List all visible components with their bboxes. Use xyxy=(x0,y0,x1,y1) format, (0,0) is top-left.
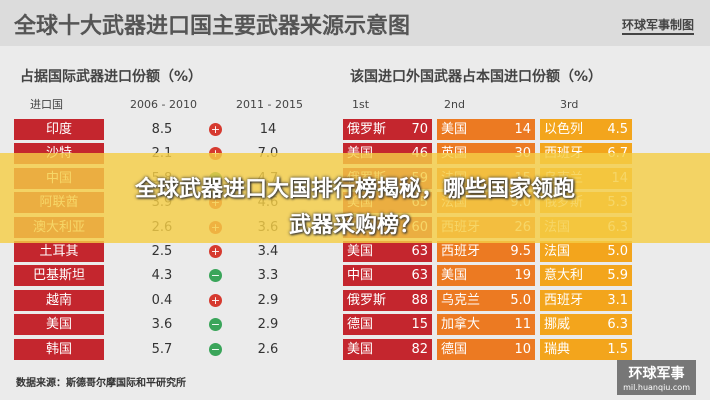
supplier: 西班牙 xyxy=(544,292,584,308)
supplier-cell xyxy=(343,338,432,360)
share: 63 xyxy=(411,268,428,284)
title: 全球十大武器进口国主要武器来源示意图 xyxy=(14,14,411,39)
supplier: 西班牙 xyxy=(441,244,481,259)
trend: + xyxy=(209,293,222,307)
value: 2.9 xyxy=(257,317,279,333)
column-header: 进口国 xyxy=(30,98,63,111)
share: 9.5 xyxy=(510,244,531,259)
value: 2.9 xyxy=(257,292,279,308)
column-header: 3rd xyxy=(560,98,579,111)
value: 2.5 xyxy=(151,244,173,259)
supplier-cell xyxy=(437,119,535,140)
column-header: 2011 - 2015 xyxy=(236,98,303,111)
value: 4.3 xyxy=(151,268,173,284)
url: mil.huanqiu.com xyxy=(623,383,690,392)
column-header: 2nd xyxy=(444,98,465,111)
overlay-line: 武器采购榜？ xyxy=(288,213,421,238)
country: 土耳其 xyxy=(14,241,104,262)
supplier: 德国 xyxy=(347,317,374,333)
supplier-cell xyxy=(540,241,632,262)
share: 19 xyxy=(514,268,531,284)
share: 5.9 xyxy=(607,268,628,284)
column-header: 2006 - 2010 xyxy=(130,98,197,111)
supplier-cell xyxy=(540,338,632,360)
share: 70 xyxy=(411,122,428,137)
value: 5.7 xyxy=(151,341,173,357)
supplier: 瑞典 xyxy=(544,341,571,357)
supplier-cell xyxy=(343,314,432,336)
share: 15 xyxy=(411,317,428,333)
trend: − xyxy=(209,342,222,356)
trend: + xyxy=(209,123,222,136)
country: 印度 xyxy=(14,119,104,140)
supplier: 德国 xyxy=(441,341,468,357)
supplier-cell xyxy=(343,265,432,287)
overlay-line: 全球武器进口大国排行榜揭秘，哪些国家领跑 xyxy=(134,177,575,202)
watermark: 环球军事 mil.huanqiu.com xyxy=(617,360,696,395)
supplier-cell xyxy=(540,265,632,287)
section-title: 该国进口外国武器占本国进口份额（%） xyxy=(350,69,603,85)
share: 63 xyxy=(411,244,428,259)
supplier: 美国 xyxy=(441,268,468,284)
trend: + xyxy=(209,245,222,258)
country: 韩国 xyxy=(14,338,104,360)
share: 1.5 xyxy=(607,341,628,357)
supplier: 中国 xyxy=(347,268,374,284)
value: 8.5 xyxy=(151,122,173,137)
value: 3.6 xyxy=(151,317,173,333)
share: 5.0 xyxy=(510,292,531,308)
supplier-cell xyxy=(343,289,432,311)
supplier-cell xyxy=(437,265,535,287)
trend: − xyxy=(209,269,222,283)
section-title: 占据国际武器进口份额（%） xyxy=(20,69,203,85)
supplier-cell xyxy=(540,314,632,336)
share: 6.3 xyxy=(607,317,628,333)
supplier-cell xyxy=(343,119,432,140)
supplier: 法国 xyxy=(544,244,571,259)
value: 3.4 xyxy=(257,244,279,259)
supplier: 俄罗斯 xyxy=(347,292,387,308)
supplier: 挪威 xyxy=(544,317,571,333)
supplier: 美国 xyxy=(347,244,374,259)
source: 数据来源：斯德哥尔摩国际和平研究所 xyxy=(16,378,186,389)
supplier-cell xyxy=(540,289,632,311)
country: 美国 xyxy=(14,314,104,336)
supplier: 美国 xyxy=(441,122,468,137)
value: 2.6 xyxy=(257,341,279,357)
supplier-cell xyxy=(437,289,535,311)
brand: 环球军事 xyxy=(628,366,685,382)
share: 11 xyxy=(514,317,531,333)
supplier-cell xyxy=(437,314,535,336)
logo: 环球军事制图 xyxy=(621,16,694,35)
supplier-cell xyxy=(540,119,632,140)
share: 4.5 xyxy=(607,122,628,137)
supplier: 以色列 xyxy=(544,122,584,137)
supplier-cell xyxy=(437,338,535,360)
supplier: 意大利 xyxy=(544,268,584,284)
supplier: 乌克兰 xyxy=(441,292,481,308)
value: 14 xyxy=(259,122,277,137)
share: 3.1 xyxy=(607,292,628,308)
country: 巴基斯坦 xyxy=(14,265,104,287)
supplier: 加拿大 xyxy=(441,317,481,333)
title-bar: 全球十大武器进口国主要武器来源示意图 xyxy=(0,0,710,46)
supplier: 美国 xyxy=(347,341,374,357)
share: 88 xyxy=(411,292,428,308)
share: 5.0 xyxy=(607,244,628,259)
value: 0.4 xyxy=(151,292,173,308)
supplier: 俄罗斯 xyxy=(347,122,387,137)
supplier-cell xyxy=(437,241,535,262)
supplier-cell xyxy=(343,241,432,262)
share: 82 xyxy=(411,341,428,357)
country: 越南 xyxy=(14,289,104,311)
share: 10 xyxy=(514,341,531,357)
column-header: 1st xyxy=(352,98,370,111)
value: 3.3 xyxy=(257,268,279,284)
trend: − xyxy=(209,318,222,332)
overlay-banner: 全球武器进口大国排行榜揭秘，哪些国家领跑 武器采购榜？ xyxy=(0,153,710,243)
share: 14 xyxy=(514,122,531,137)
